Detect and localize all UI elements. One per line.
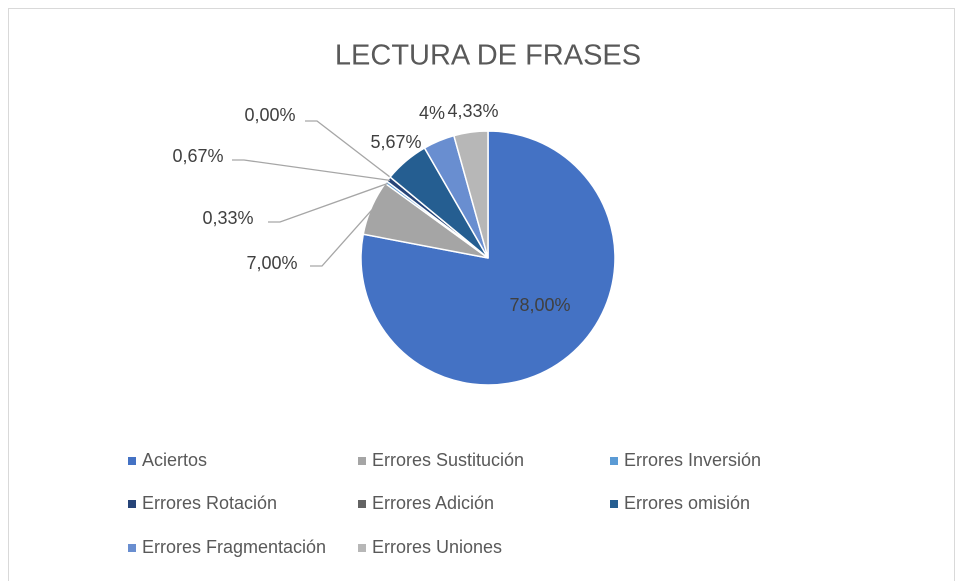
legend-swatch [610,500,618,508]
legend-label: Errores Uniones [372,537,502,557]
data-label: 78,00% [509,295,570,315]
data-label: 0,67% [172,146,223,166]
legend-swatch [128,457,136,465]
legend-label: Errores Rotación [142,493,277,513]
leader-line [305,120,393,179]
legend-swatch [358,500,366,508]
legend-swatch [358,457,366,465]
legend-label: Errores omisión [624,493,750,513]
data-label: 4,33% [447,101,498,121]
legend-label: Aciertos [142,450,207,470]
legend-label: Errores Inversión [624,450,761,470]
legend-swatch [358,544,366,552]
leader-line [310,207,374,267]
data-label: 0,33% [202,208,253,228]
data-label: 0,00% [244,105,295,125]
legend-swatch [610,457,618,465]
pie-slice [452,130,489,259]
legend-swatch [128,544,136,552]
legend-label: Errores Adición [372,493,494,513]
legend-swatch [128,500,136,508]
data-label: 4% [419,103,445,123]
chart-title: LECTURA DE FRASES [335,40,641,72]
leader-line [232,159,391,182]
legend-label: Errores Sustitución [372,450,524,470]
data-label: 5,67% [370,132,421,152]
data-label: 7,00% [246,253,297,273]
leader-line [268,182,388,223]
legend-label: Errores Fragmentación [142,537,326,557]
